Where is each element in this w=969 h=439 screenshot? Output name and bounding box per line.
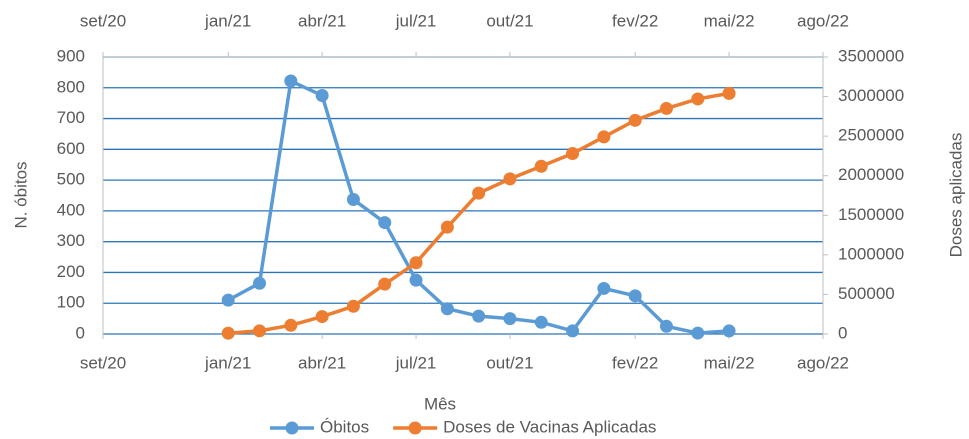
y2-tick-label: 2000000 xyxy=(838,165,904,184)
x-tick-label: fev/22 xyxy=(612,353,658,372)
x-top-tick-label: mai/22 xyxy=(704,11,755,30)
point xyxy=(503,312,517,326)
y2-tick-label: 1500000 xyxy=(838,205,904,224)
y2-tick-label: 1000000 xyxy=(838,244,904,263)
point xyxy=(378,277,392,291)
y-tick-label: 700 xyxy=(57,108,85,127)
point xyxy=(628,289,642,303)
x-tick-label: set/20 xyxy=(80,353,126,372)
y-tick-label: 0 xyxy=(76,323,85,342)
point xyxy=(440,302,454,316)
x-top-tick-label: abr/21 xyxy=(298,11,346,30)
x-tick-label: jul/21 xyxy=(395,353,437,372)
x-top-tick-label: jan/21 xyxy=(204,11,251,30)
legend-label: Óbitos xyxy=(320,417,369,436)
y-tick-label: 900 xyxy=(57,46,85,65)
point xyxy=(221,326,235,340)
point xyxy=(221,293,235,307)
legend-marker xyxy=(408,421,422,435)
point xyxy=(691,326,705,340)
point xyxy=(534,315,548,329)
point xyxy=(566,147,580,161)
point xyxy=(315,88,329,102)
x-tick-label: mai/22 xyxy=(704,353,755,372)
y2-tick-label: 3000000 xyxy=(838,86,904,105)
point xyxy=(691,92,705,106)
point xyxy=(628,113,642,127)
point xyxy=(284,318,298,332)
point xyxy=(253,324,267,338)
y2-tick-label: 0 xyxy=(838,323,847,342)
y2-axis-title: Doses aplicadas xyxy=(946,133,965,258)
point xyxy=(409,273,423,287)
point xyxy=(472,309,486,323)
y-tick-label: 300 xyxy=(57,231,85,250)
y2-tick-label: 3500000 xyxy=(838,46,904,65)
y-tick-label: 100 xyxy=(57,293,85,312)
point xyxy=(659,101,673,115)
point xyxy=(659,319,673,333)
point xyxy=(472,186,486,200)
x-top-tick-label: fev/22 xyxy=(612,11,658,30)
legend-marker xyxy=(285,421,299,435)
point xyxy=(315,310,329,324)
y-tick-label: 400 xyxy=(57,200,85,219)
y2-tick-label: 2500000 xyxy=(838,126,904,145)
point xyxy=(440,220,454,234)
x-tick-label: jan/21 xyxy=(204,353,251,372)
y2-tick-label: 500000 xyxy=(838,284,895,303)
x-top-tick-label: set/20 xyxy=(80,11,126,30)
x-tick-label: ago/22 xyxy=(797,353,849,372)
point xyxy=(409,256,423,270)
x-tick-label: out/21 xyxy=(486,353,533,372)
point xyxy=(597,281,611,295)
y-axis-title: N. óbitos xyxy=(11,161,30,228)
point xyxy=(284,74,298,88)
x-top-tick-label: jul/21 xyxy=(395,11,437,30)
point xyxy=(722,86,736,100)
series-line xyxy=(228,91,730,335)
y-tick-label: 600 xyxy=(57,139,85,158)
point xyxy=(346,193,360,207)
point xyxy=(378,216,392,230)
x-top-tick-label: out/21 xyxy=(486,11,533,30)
y-tick-label: 500 xyxy=(57,170,85,189)
y-tick-label: 800 xyxy=(57,77,85,96)
x-tick-label: abr/21 xyxy=(298,353,346,372)
point xyxy=(253,276,267,290)
point xyxy=(566,324,580,338)
point xyxy=(503,172,517,186)
point xyxy=(722,324,736,338)
point xyxy=(346,299,360,313)
x-top-tick-label: ago/22 xyxy=(797,11,849,30)
point xyxy=(597,130,611,144)
legend-label: Doses de Vacinas Aplicadas xyxy=(443,417,656,436)
y-tick-label: 200 xyxy=(57,262,85,281)
point xyxy=(534,159,548,173)
x-axis-title: Mês xyxy=(424,394,456,413)
